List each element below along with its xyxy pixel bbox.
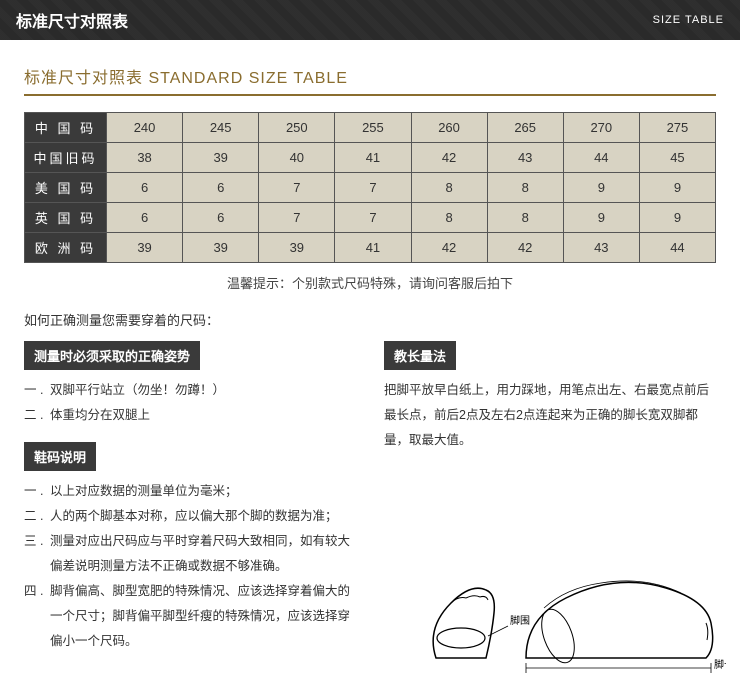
size-cell: 39	[107, 233, 183, 263]
size-cell: 39	[183, 233, 259, 263]
method-text: 把脚平放早白纸上，用力踩地，用笔点出左、右最宽点前后最长点，前后2点及左右2点连…	[384, 378, 716, 453]
size-cell: 6	[183, 173, 259, 203]
size-cell: 9	[639, 203, 715, 233]
row-header: 美 国 码	[25, 173, 107, 203]
size-cell: 39	[259, 233, 335, 263]
size-cell: 8	[487, 173, 563, 203]
size-cell: 8	[411, 203, 487, 233]
size-cell: 41	[335, 143, 411, 173]
list-num: 一 .	[24, 479, 50, 504]
row-header: 中国旧码	[25, 143, 107, 173]
method-title: 教长量法	[384, 341, 456, 370]
list-text: 脚背偏高、脚型宽肥的特殊情况、应该选择穿着偏大的一个尺寸；脚背偏平脚型纤瘦的特殊…	[50, 579, 356, 654]
measure-intro: 如何正确测量您需要穿着的尺码：	[24, 310, 716, 329]
size-cell: 44	[639, 233, 715, 263]
posture-list: 一 .双脚平行站立（勿坐！勿蹲！）二 .体重均分在双腿上	[24, 378, 356, 428]
size-cell: 43	[563, 233, 639, 263]
row-header: 欧 洲 码	[25, 233, 107, 263]
size-cell: 43	[487, 143, 563, 173]
list-item: 二 .人的两个脚基本对称，应以偏大那个脚的数据为准；	[24, 504, 356, 529]
page-header: 标准尺寸对照表 SIZE TABLE	[0, 0, 740, 40]
content: 标准尺寸对照表 STANDARD SIZE TABLE 中 国 码2402452…	[0, 40, 740, 678]
list-item: 一 .以上对应数据的测量单位为毫米；	[24, 479, 356, 504]
size-cell: 9	[563, 203, 639, 233]
size-cell: 6	[107, 203, 183, 233]
size-cell: 6	[107, 173, 183, 203]
size-cell: 8	[411, 173, 487, 203]
list-item: 一 .双脚平行站立（勿坐！勿蹲！）	[24, 378, 356, 403]
list-text: 人的两个脚基本对称，应以偏大那个脚的数据为准；	[50, 504, 338, 529]
row-header: 英 国 码	[25, 203, 107, 233]
size-cell: 39	[183, 143, 259, 173]
size-cell: 7	[259, 203, 335, 233]
size-cell: 9	[563, 173, 639, 203]
list-item: 三 .测量对应出尺码应与平时穿着尺码大致相同，如有较大偏差说明测量方法不正确或数…	[24, 529, 356, 579]
size-cell: 260	[411, 113, 487, 143]
size-cell: 6	[183, 203, 259, 233]
size-cell: 255	[335, 113, 411, 143]
posture-title: 测量时必须采取的正确姿势	[24, 341, 200, 370]
list-num: 二 .	[24, 504, 50, 529]
shoesize-title: 鞋码说明	[24, 442, 96, 471]
section-title: 标准尺寸对照表 STANDARD SIZE TABLE	[24, 64, 716, 96]
list-item: 四 .脚背偏高、脚型宽肥的特殊情况、应该选择穿着偏大的一个尺寸；脚背偏平脚型纤瘦…	[24, 579, 356, 654]
list-item: 二 .体重均分在双腿上	[24, 403, 356, 428]
size-cell: 240	[107, 113, 183, 143]
size-cell: 41	[335, 233, 411, 263]
size-cell: 245	[183, 113, 259, 143]
list-text: 以上对应数据的测量单位为毫米；	[50, 479, 238, 504]
list-num: 一 .	[24, 378, 50, 403]
size-cell: 275	[639, 113, 715, 143]
size-cell: 44	[563, 143, 639, 173]
warm-tip: 温馨提示：个别款式尺码特殊，请询问客服后拍下	[24, 273, 716, 292]
list-text: 体重均分在双腿上	[50, 403, 150, 428]
list-num: 四 .	[24, 579, 50, 654]
list-text: 双脚平行站立（勿坐！勿蹲！）	[50, 378, 225, 403]
foot-diagram: 脚围 脚长	[416, 518, 726, 678]
size-cell: 45	[639, 143, 715, 173]
list-num: 二 .	[24, 403, 50, 428]
size-cell: 7	[259, 173, 335, 203]
size-cell: 265	[487, 113, 563, 143]
size-cell: 7	[335, 203, 411, 233]
size-cell: 250	[259, 113, 335, 143]
size-cell: 8	[487, 203, 563, 233]
header-title-en: SIZE TABLE	[653, 14, 724, 26]
shoesize-list: 一 .以上对应数据的测量单位为毫米；二 .人的两个脚基本对称，应以偏大那个脚的数…	[24, 479, 356, 654]
size-cell: 42	[411, 143, 487, 173]
size-cell: 9	[639, 173, 715, 203]
size-cell: 7	[335, 173, 411, 203]
label-foot-length: 脚长	[714, 658, 726, 671]
size-cell: 42	[487, 233, 563, 263]
row-header: 中 国 码	[25, 113, 107, 143]
list-text: 测量对应出尺码应与平时穿着尺码大致相同，如有较大偏差说明测量方法不正确或数据不够…	[50, 529, 356, 579]
size-cell: 38	[107, 143, 183, 173]
size-table: 中 国 码240245250255260265270275中国旧码3839404…	[24, 112, 716, 263]
size-cell: 270	[563, 113, 639, 143]
size-cell: 40	[259, 143, 335, 173]
header-title-cn: 标准尺寸对照表	[16, 8, 128, 32]
size-cell: 42	[411, 233, 487, 263]
list-num: 三 .	[24, 529, 50, 579]
label-foot-girth: 脚围	[510, 614, 530, 627]
